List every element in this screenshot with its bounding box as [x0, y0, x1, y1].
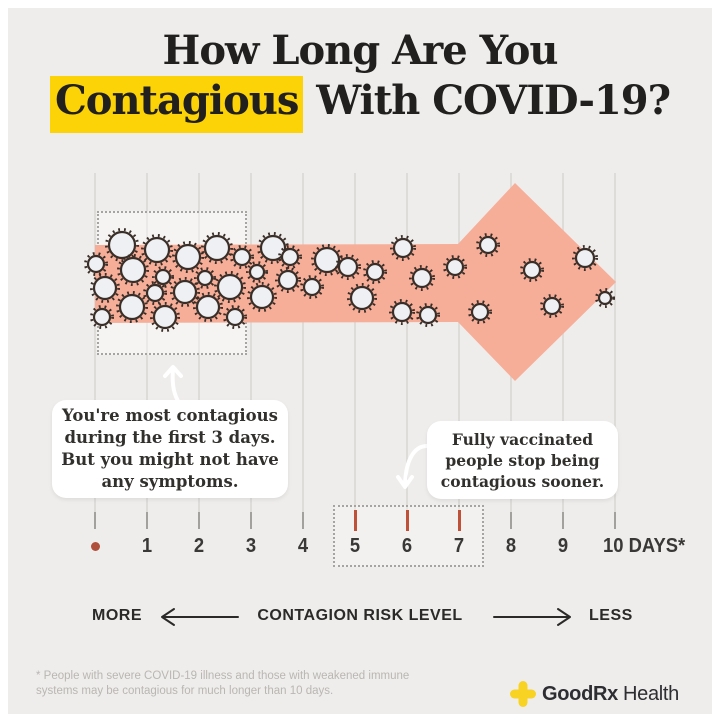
- callout-most-contagious: You're most contagious during the first …: [52, 400, 288, 498]
- title-line-2-rest: With COVID-19?: [303, 77, 671, 124]
- callout-line: contagious sooner.: [440, 471, 605, 491]
- gridline: [302, 173, 304, 520]
- day-label: 1: [141, 535, 153, 557]
- day-tick: [250, 512, 252, 529]
- footnote: * People with severe COVID-19 illness an…: [36, 669, 409, 699]
- brand-name-health: Health: [622, 682, 679, 705]
- day-zero-marker: [91, 542, 100, 551]
- day-tick: [94, 512, 96, 529]
- day-label: 2: [193, 535, 205, 557]
- day-label: 9: [557, 535, 569, 557]
- day-tick: [146, 512, 148, 529]
- day-label: 8: [505, 535, 517, 557]
- gridline: [354, 173, 356, 520]
- brand-name: GoodRx Health: [542, 683, 679, 706]
- title-highlight: Contagious: [49, 76, 304, 133]
- day-tick: [562, 512, 564, 529]
- callout-vaccinated: Fully vaccinated people stop being conta…: [427, 421, 618, 499]
- callout-line: Fully vaccinated: [451, 429, 594, 449]
- day-label: 6: [401, 535, 413, 557]
- callout-line: people stop being: [445, 450, 600, 470]
- day-tick: [302, 512, 304, 529]
- day-tick: [510, 512, 512, 529]
- day-tick-highlighted: [457, 510, 461, 531]
- callout-line: But you might not have: [61, 450, 279, 469]
- day-label: 7: [453, 535, 465, 557]
- title-line-1: How Long Are You: [162, 27, 559, 74]
- day-label: 4: [297, 535, 309, 557]
- risk-less-label: LESS: [589, 607, 633, 624]
- day-tick-highlighted: [405, 510, 409, 531]
- day-tick: [198, 512, 200, 529]
- callout-line: any symptoms.: [101, 472, 239, 491]
- day-label: 3: [245, 535, 257, 557]
- brand-name-goodrx: GoodRx: [542, 682, 618, 705]
- most-contagious-dotted-box: [97, 211, 247, 355]
- footnote-line-2: systems may be contagious for much longe…: [36, 685, 334, 697]
- day-label: 5: [349, 535, 361, 557]
- risk-more-label: MORE: [92, 607, 142, 624]
- gridline: [406, 173, 408, 520]
- brand-logo: GoodRx Health: [510, 681, 679, 707]
- footnote-line-1: * People with severe COVID-19 illness an…: [36, 670, 410, 682]
- page-title: How Long Are You Contagious With COVID-1…: [0, 26, 720, 133]
- day-tick-highlighted: [353, 510, 357, 531]
- callout-line: You're most contagious: [62, 406, 278, 425]
- day-tick: [614, 512, 616, 529]
- title-line-2: Contagious With COVID-19?: [0, 76, 720, 133]
- brand-cross-icon: [510, 681, 536, 707]
- day-label: 10 DAYS*: [603, 535, 686, 557]
- callout-line: during the first 3 days.: [64, 428, 276, 447]
- risk-level-label: CONTAGION RISK LEVEL: [257, 607, 463, 624]
